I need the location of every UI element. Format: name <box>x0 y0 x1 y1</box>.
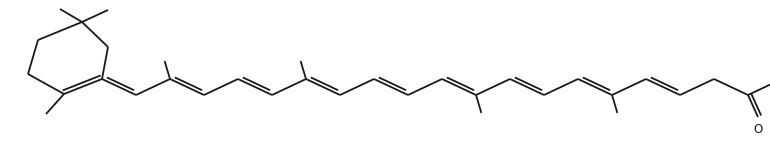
Text: O: O <box>753 123 762 136</box>
